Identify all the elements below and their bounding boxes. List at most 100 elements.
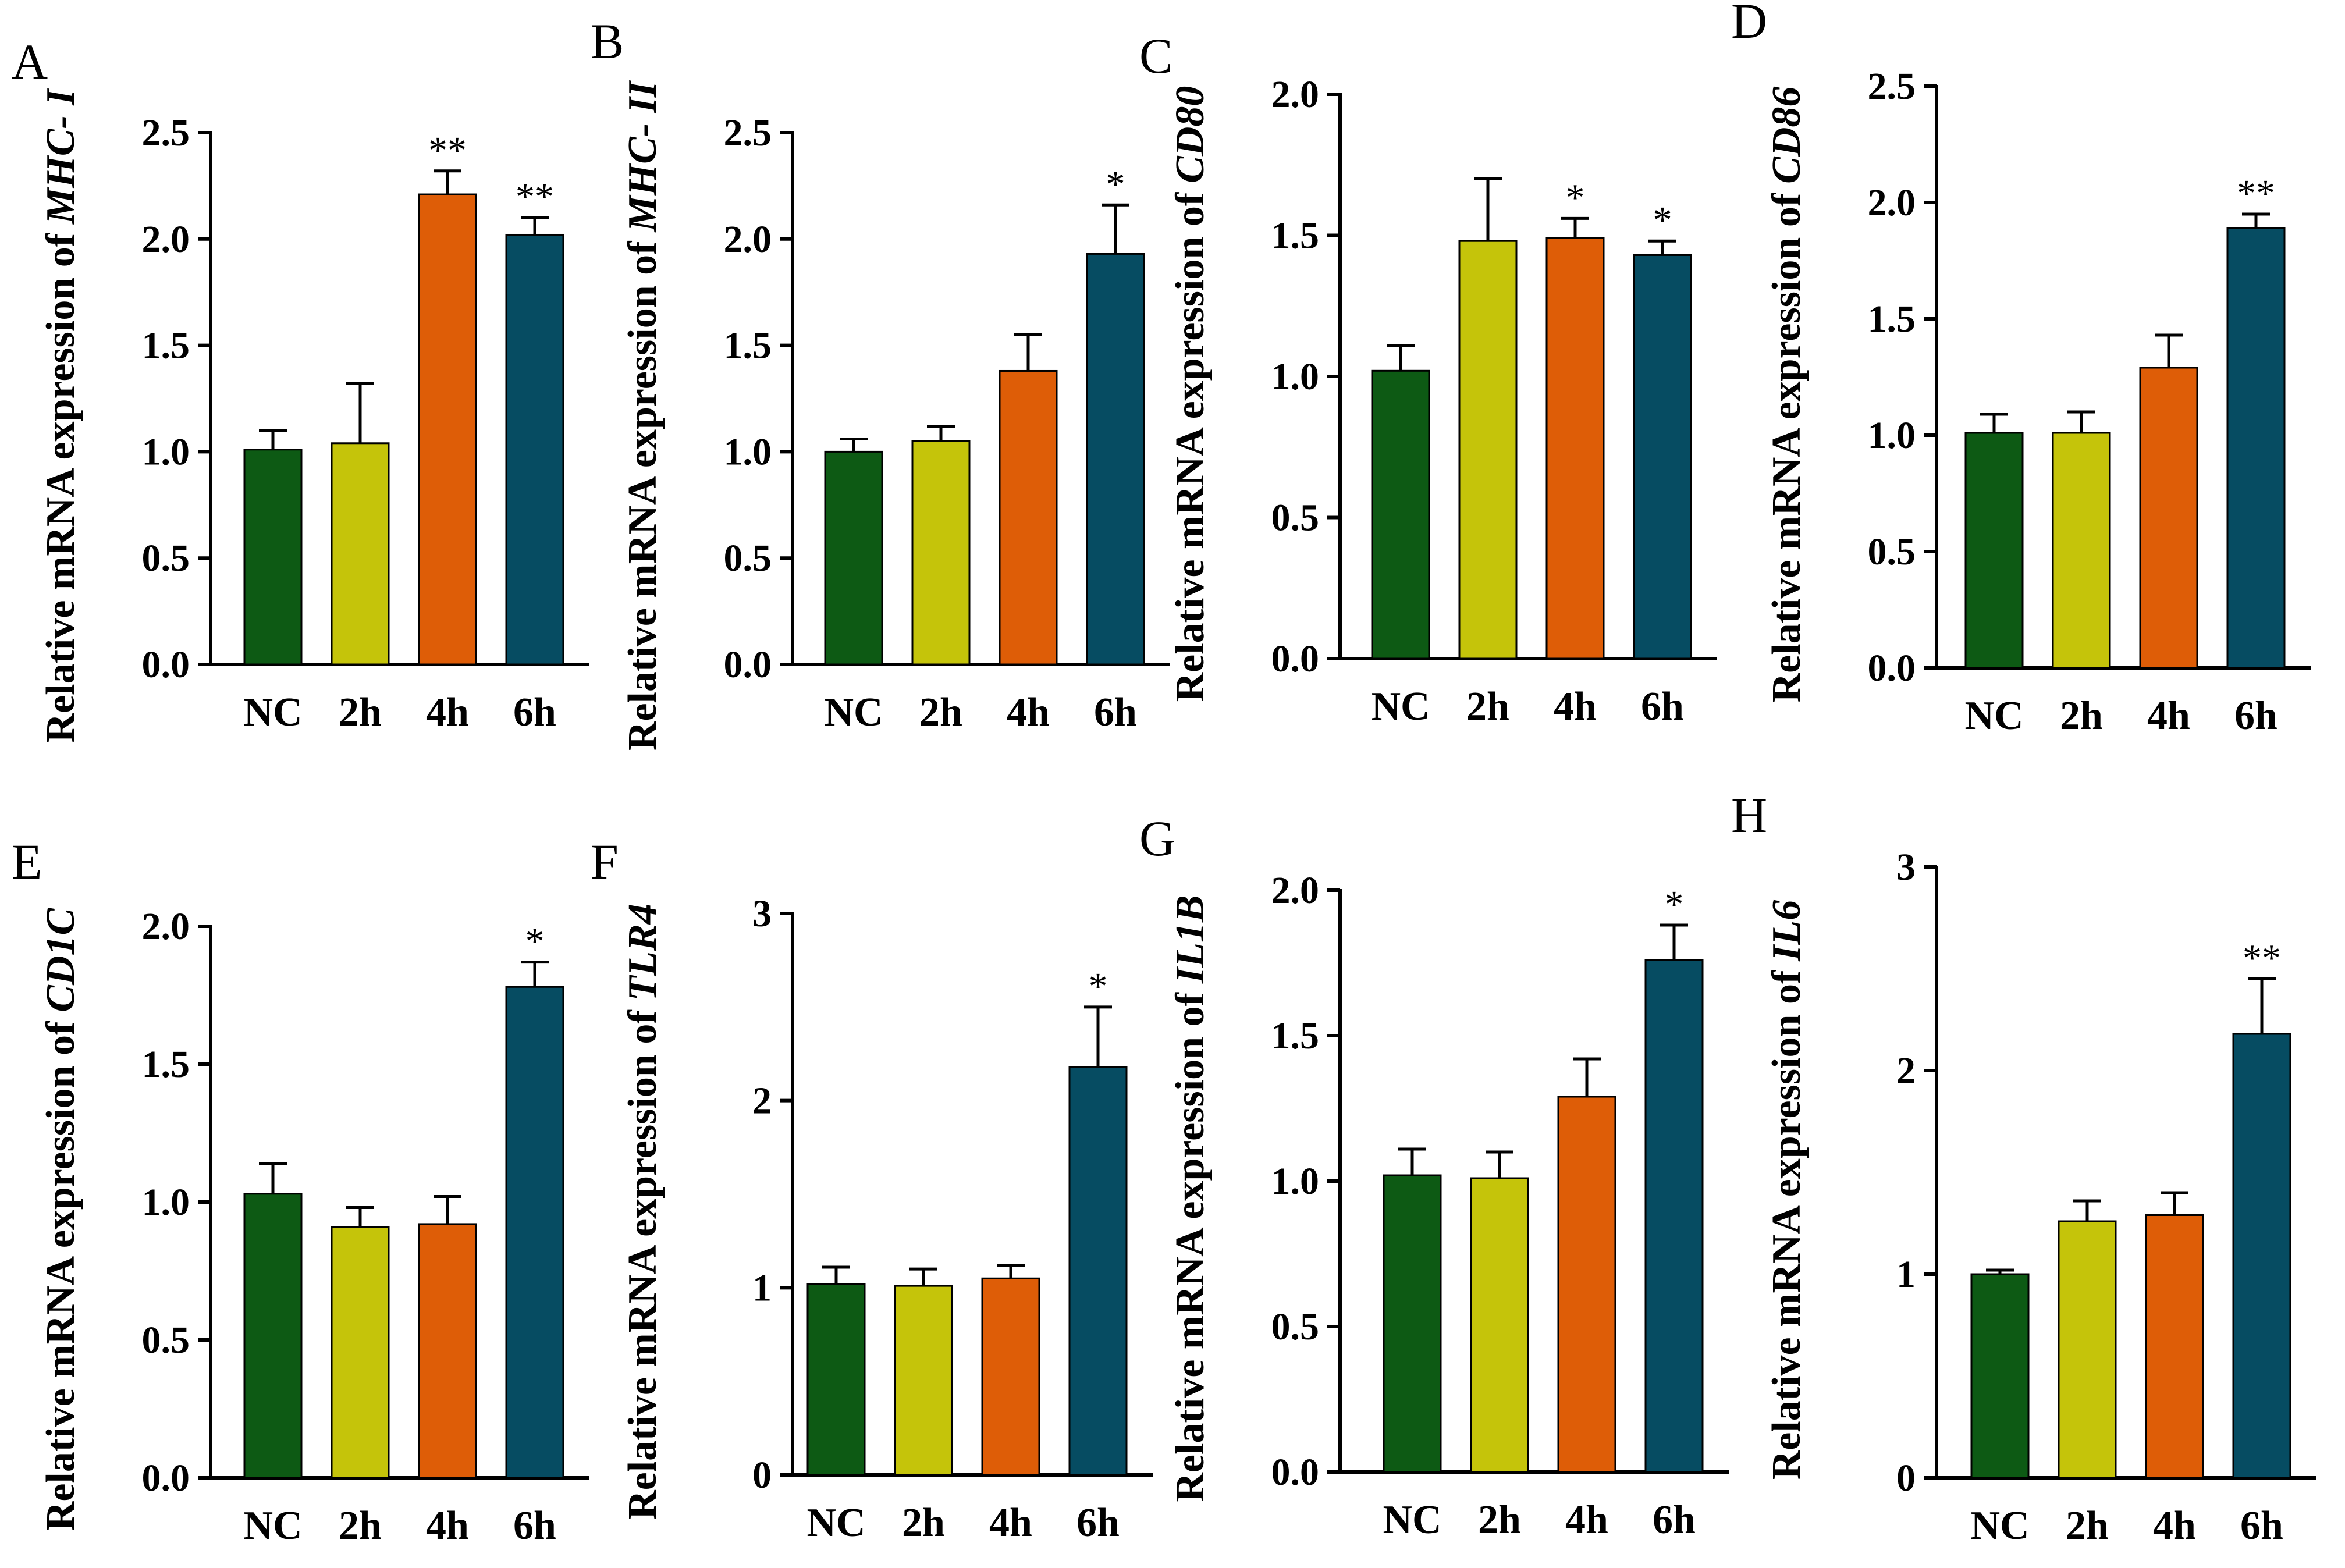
- y-axis-title-prefix: Relative mRNA expression of: [620, 241, 665, 751]
- bar-2h: [894, 1285, 953, 1476]
- significance-mark: *: [1653, 199, 1672, 241]
- y-tick-label: 0.0: [724, 643, 772, 686]
- x-tick-label: NC: [1964, 694, 2023, 738]
- y-tick-label: 0.5: [1271, 497, 1320, 539]
- x-tick-label: NC: [806, 1501, 865, 1545]
- x-tick-label: 4h: [989, 1501, 1032, 1545]
- bar-6h: [2232, 1033, 2291, 1479]
- bar-6h: [505, 233, 564, 666]
- y-tick-label: 0.5: [1868, 531, 1916, 573]
- y-tick-label: 0: [1896, 1457, 1916, 1499]
- y-tick-label: 1.5: [142, 1043, 190, 1086]
- x-tick-label: 4h: [2153, 1503, 2196, 1548]
- x-tick-label: 6h: [1641, 684, 1684, 729]
- y-tick-label: 2.0: [1271, 869, 1320, 912]
- x-tick-label: 6h: [2234, 694, 2278, 738]
- y-tick-label: 1.0: [142, 1181, 190, 1224]
- x-tick-label: 6h: [1076, 1501, 1120, 1545]
- bar-NC: [806, 1283, 866, 1476]
- bar-6h: [1644, 959, 1704, 1473]
- x-tick-label: 4h: [426, 1503, 469, 1548]
- panel-letter: G: [1139, 810, 1175, 866]
- y-tick-label: 1.5: [724, 325, 772, 367]
- bar-NC: [1964, 432, 2024, 669]
- significance-mark: *: [525, 920, 545, 963]
- significance-mark: **: [428, 129, 467, 172]
- y-axis-title-prefix: Relative mRNA expression of: [1168, 192, 1213, 702]
- bar-4h: [2139, 367, 2198, 669]
- panel-a: A Relative mRNA expression of MHC- I 0.0 0.5…: [12, 34, 589, 742]
- panel-h: H Relative mRNA expression of IL6 0 1 2 3 NC 2h 4…: [1731, 787, 2316, 1548]
- panel-letter: H: [1731, 787, 1767, 843]
- y-tick-label: 0.0: [142, 1457, 190, 1499]
- y-axis-title: Relative mRNA expression of MHC- II: [620, 80, 665, 751]
- panel-c: C Relative mRNA expression of CD80 0.0 0.5 1.…: [1139, 28, 1717, 729]
- y-axis-title-prefix: Relative mRNA expression of: [620, 1010, 665, 1520]
- x-tick-label: NC: [243, 690, 302, 735]
- y-axis-title-gene: CD86: [1764, 87, 1809, 184]
- y-axis-title-gene: IL6: [1764, 900, 1809, 962]
- significance-mark: **: [2243, 937, 2281, 980]
- bar-4h: [1545, 237, 1605, 660]
- x-tick-label: 4h: [426, 690, 469, 735]
- y-tick-label: 0.5: [142, 1319, 190, 1361]
- bar-2h: [1458, 240, 1518, 660]
- y-tick-label: 1.5: [1271, 215, 1320, 257]
- y-tick-label: 1.5: [142, 325, 190, 367]
- x-tick-label: NC: [1970, 1503, 2029, 1548]
- x-tick-label: NC: [1383, 1498, 1441, 1542]
- x-tick-label: 2h: [902, 1501, 945, 1545]
- panel-letter: C: [1139, 28, 1172, 84]
- x-tick-label: NC: [824, 690, 883, 735]
- y-tick-label: 1.0: [724, 431, 772, 473]
- y-tick-label: 0.0: [1868, 647, 1916, 689]
- bar-NC: [243, 1193, 303, 1479]
- y-tick-label: 1.5: [1271, 1015, 1320, 1057]
- y-axis-title: Relative mRNA expression of TLR4: [620, 904, 665, 1520]
- y-axis-title-prefix: Relative mRNA expression of: [38, 1021, 83, 1531]
- significance-mark: *: [1665, 883, 1684, 926]
- bar-NC: [1371, 369, 1430, 660]
- y-tick-label: 2.0: [1868, 182, 1916, 224]
- y-tick-label: 2.5: [142, 112, 190, 154]
- x-tick-label: 4h: [1565, 1498, 1608, 1542]
- y-tick-label: 0: [752, 1454, 772, 1496]
- significance-mark: *: [1566, 176, 1585, 219]
- y-axis-title-gene: IL1B: [1168, 895, 1213, 984]
- y-axis-title-gene: CD1C: [38, 907, 83, 1012]
- panel-letter: A: [12, 34, 48, 90]
- bar-2h: [911, 440, 971, 666]
- x-tick-label: 6h: [513, 1503, 556, 1548]
- y-tick-label: 2.0: [1271, 73, 1320, 116]
- y-tick-label: 1: [752, 1267, 772, 1309]
- bar-NC: [1970, 1273, 2030, 1479]
- bar-NC: [243, 449, 303, 666]
- bar-2h: [331, 442, 390, 666]
- significance-mark: *: [1089, 965, 1108, 1008]
- y-axis-title-prefix: Relative mRNA expression of: [1168, 992, 1213, 1502]
- x-tick-label: NC: [243, 1503, 302, 1548]
- x-tick-label: 2h: [2066, 1503, 2109, 1548]
- bar-4h: [981, 1277, 1040, 1476]
- bar-4h: [1557, 1096, 1616, 1473]
- y-axis-title-gene: CD80: [1168, 86, 1213, 183]
- y-axis-title-gene: MHC- II: [620, 80, 665, 232]
- x-tick-label: 4h: [1554, 684, 1597, 729]
- x-tick-label: 6h: [1094, 690, 1137, 735]
- y-axis-title: Relative mRNA expression of CD1C: [38, 907, 83, 1531]
- x-tick-label: 2h: [1478, 1498, 1521, 1542]
- bar-6h: [1086, 253, 1145, 666]
- x-tick-label: 4h: [1007, 690, 1050, 735]
- bar-4h: [999, 369, 1058, 666]
- x-tick-label: 2h: [339, 690, 382, 735]
- y-tick-label: 2: [1896, 1050, 1916, 1092]
- y-tick-label: 1.0: [1271, 1160, 1320, 1203]
- panel-e: E Relative mRNA expression of CD1C 0.0 0.5 1.…: [12, 834, 589, 1548]
- bar-NC: [1383, 1174, 1442, 1473]
- significance-mark: **: [516, 176, 554, 218]
- y-tick-label: 3: [1896, 846, 1916, 888]
- panel-f: F Relative mRNA expression of TLR4 0 1 2 3 NC 2h…: [591, 834, 1153, 1545]
- x-tick-label: 4h: [2147, 694, 2190, 738]
- panel-letter: D: [1731, 0, 1767, 49]
